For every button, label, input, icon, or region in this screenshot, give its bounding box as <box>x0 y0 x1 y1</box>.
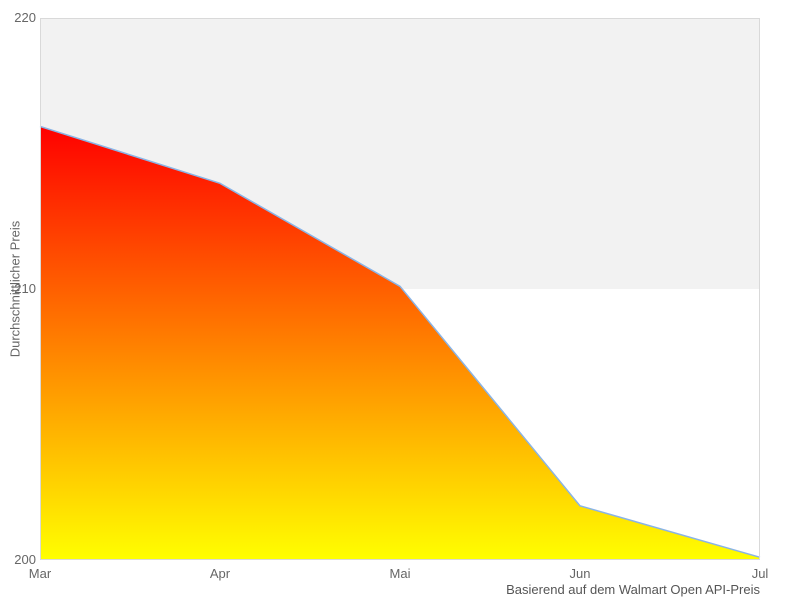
area-series-line <box>39 125 761 559</box>
area-series-fill <box>40 126 760 561</box>
plot-border <box>40 18 760 560</box>
